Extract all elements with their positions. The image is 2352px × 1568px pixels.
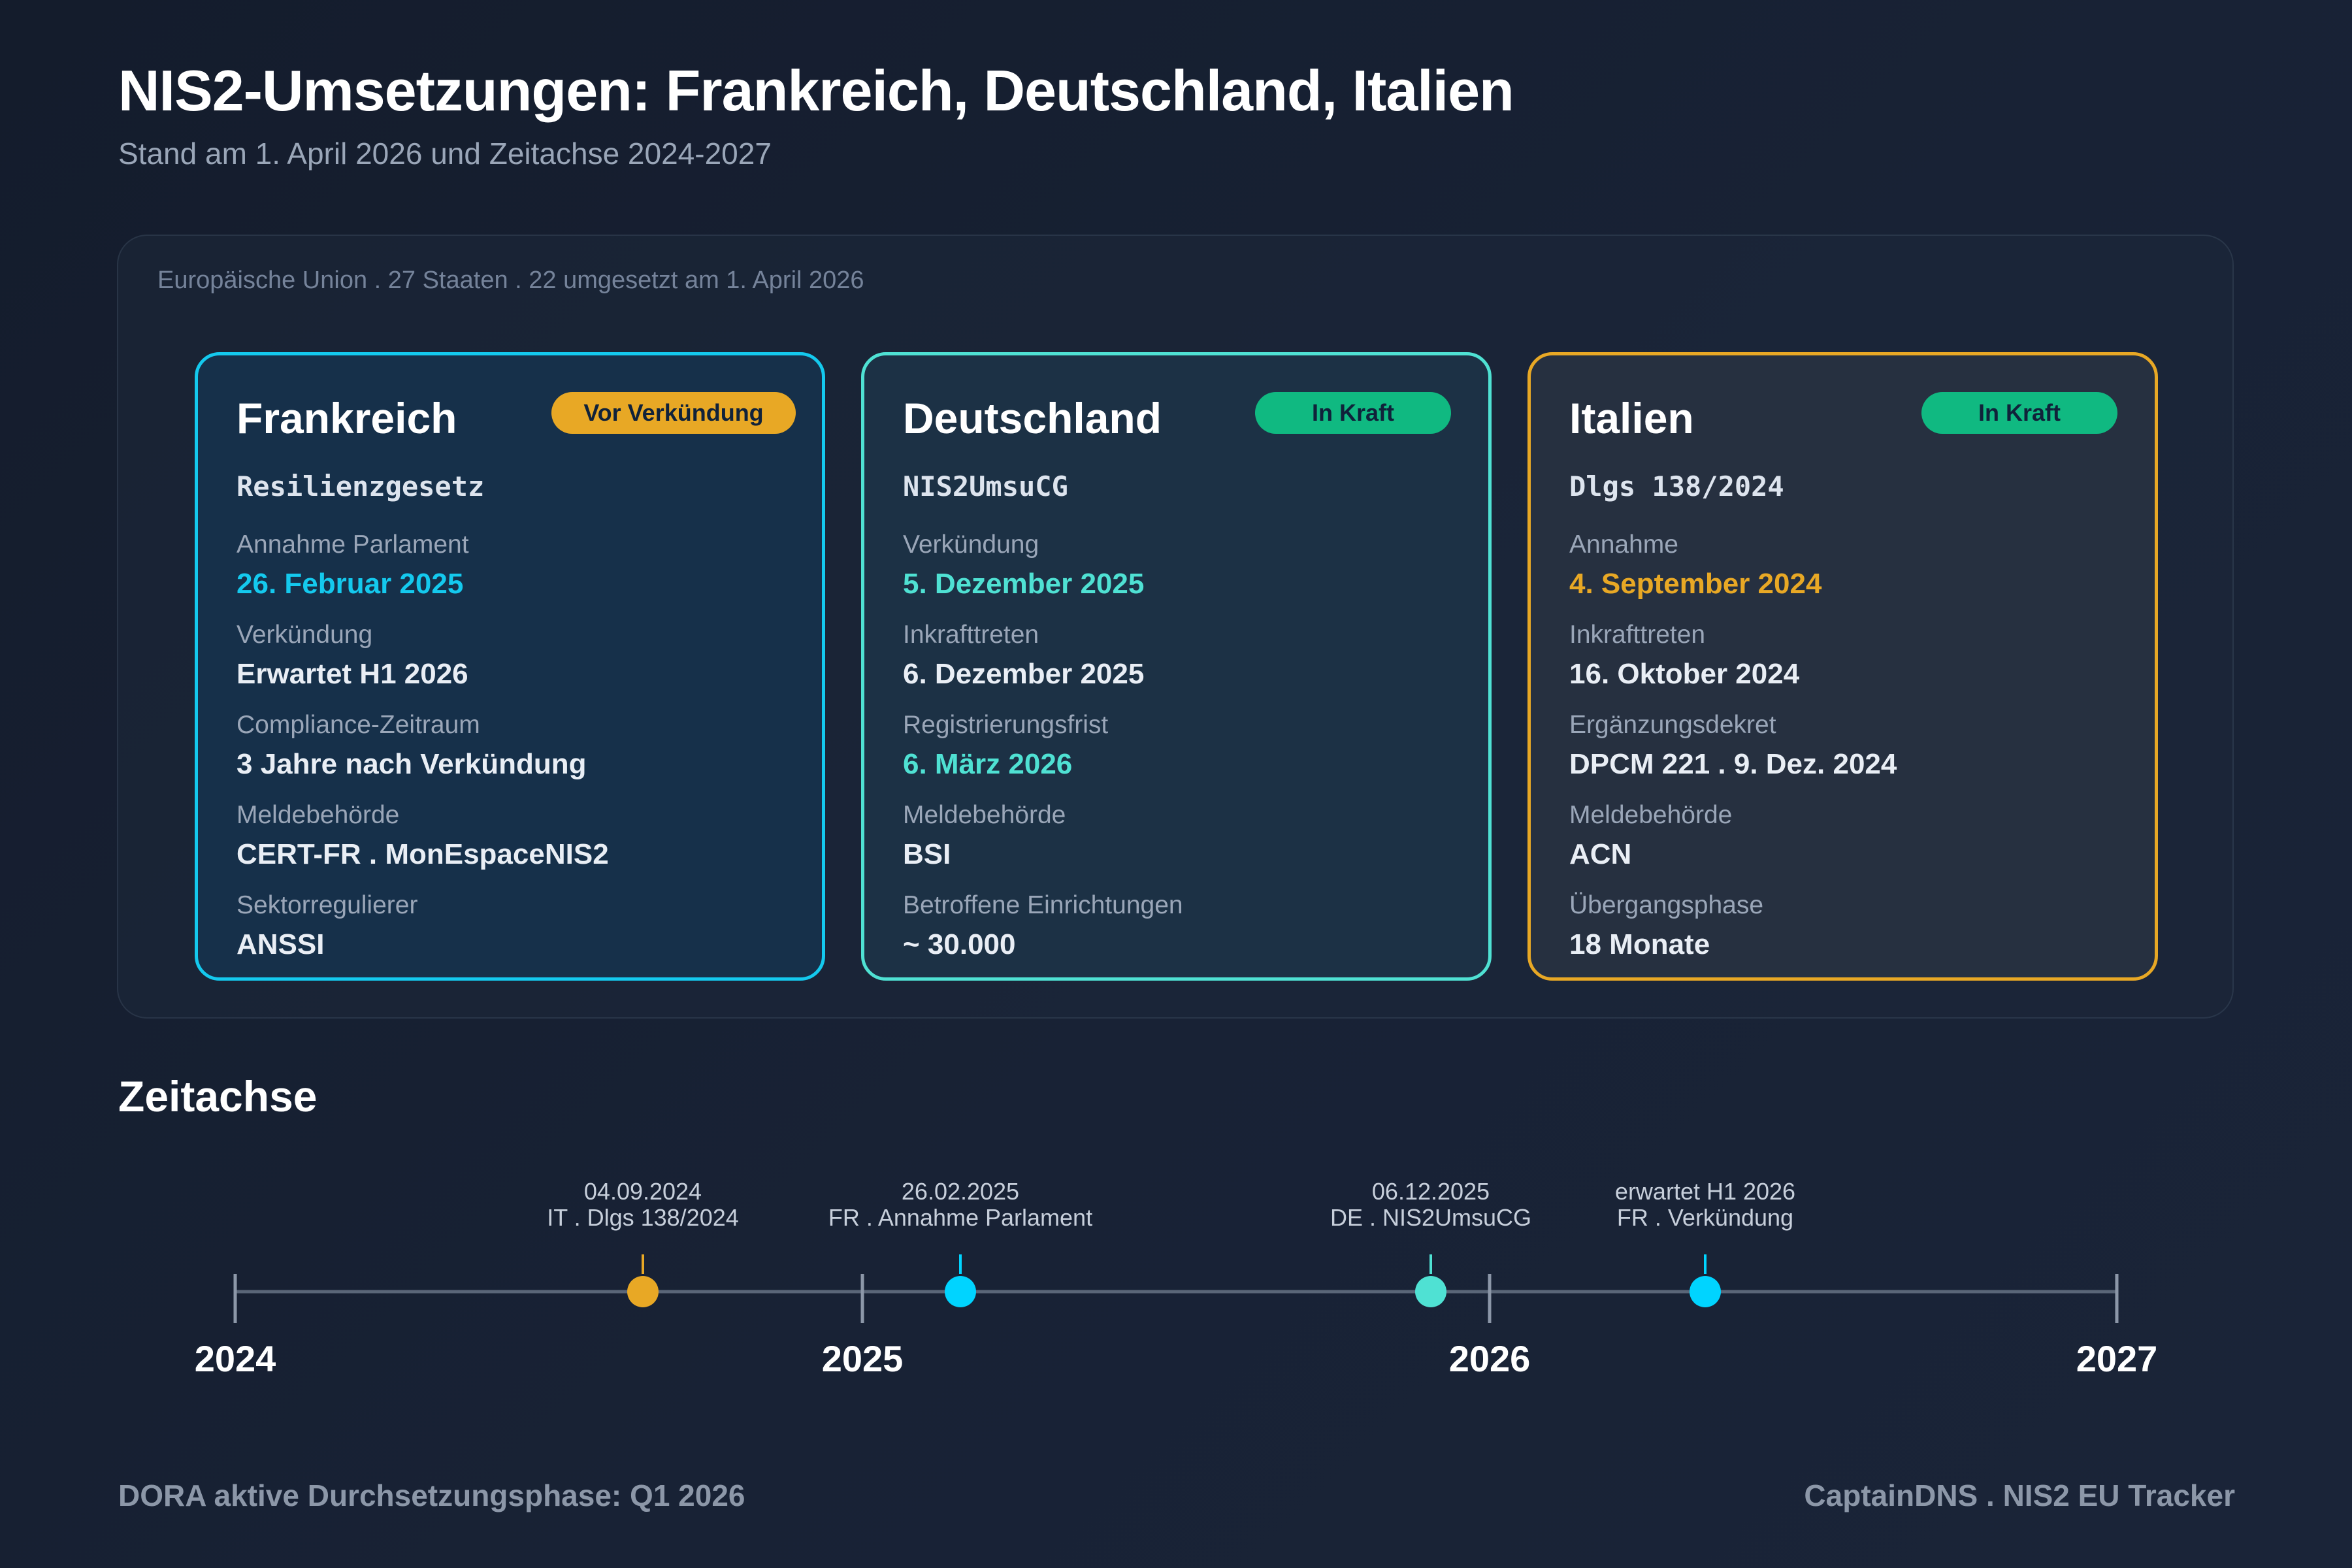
field-label: Übergangsphase: [1569, 891, 1764, 919]
field-label: Compliance-Zeitraum: [237, 711, 480, 739]
field-label: Ergänzungsdekret: [1569, 711, 1776, 739]
field-value: BSI: [903, 838, 951, 870]
event-marker-france-parliament: [945, 1276, 976, 1307]
field-label: Registrierungsfrist: [903, 711, 1109, 739]
field-label: Meldebehörde: [237, 801, 400, 829]
card-title: Deutschland: [903, 394, 1162, 442]
panel-caption: Europäische Union . 27 Staaten . 22 umge…: [157, 267, 864, 294]
field-label: Inkrafttreten: [903, 621, 1039, 649]
footer-credit: CaptainDNS . NIS2 EU Tracker: [1804, 1478, 2235, 1512]
page-title: NIS2-Umsetzungen: Frankreich, Deutschlan…: [118, 58, 1514, 123]
event-date: 06.12.2025: [1371, 1178, 1490, 1205]
field-value: 6. Dezember 2025: [903, 658, 1145, 690]
field-label: Meldebehörde: [1569, 801, 1733, 829]
field-label: Verkündung: [237, 621, 373, 649]
field-label: Meldebehörde: [903, 801, 1066, 829]
law-name: Dlgs 138/2024: [1569, 470, 1784, 502]
law-name: NIS2UmsuCG: [903, 470, 1068, 502]
event-label: erwartet H1 2026 FR . Verkündung: [1535, 1179, 1875, 1231]
event-date: 04.09.2024: [583, 1178, 702, 1205]
card-germany: Deutschland In Kraft NIS2UmsuCG Verkündu…: [861, 352, 1492, 981]
event-description: IT . Dlgs 138/2024: [547, 1204, 739, 1231]
event-description: DE . NIS2UmsuCG: [1330, 1204, 1532, 1231]
event-description: FR . Annahme Parlament: [828, 1204, 1093, 1231]
field-value: DPCM 221 . 9. Dez. 2024: [1569, 748, 1897, 780]
year-label: 2024: [194, 1338, 276, 1379]
year-label: 2025: [821, 1338, 904, 1379]
card-title: Frankreich: [237, 394, 457, 442]
event-marker-france-promulgation: [1690, 1276, 1721, 1307]
footer-note: DORA aktive Durchsetzungsphase: Q1 2026: [118, 1478, 745, 1512]
card-france: Frankreich Vor Verkündung Resilienzgeset…: [195, 352, 825, 981]
field-value: 26. Februar 2025: [237, 568, 464, 600]
field-label: Sektorregulierer: [237, 891, 418, 919]
field-label: Inkrafttreten: [1569, 621, 1706, 649]
event-label: 04.09.2024 IT . Dlgs 138/2024: [473, 1179, 813, 1231]
law-name: Resilienzgesetz: [237, 470, 485, 502]
event-date: 26.02.2025: [901, 1178, 1020, 1205]
field-value: Erwartet H1 2026: [237, 658, 468, 690]
card-italy: Italien In Kraft Dlgs 138/2024 Annahme 4…: [1527, 352, 2158, 981]
event-marker-germany: [1415, 1276, 1446, 1307]
field-value: 3 Jahre nach Verkündung: [237, 748, 587, 780]
field-value: 4. September 2024: [1569, 568, 1822, 600]
field-label: Annahme: [1569, 531, 1678, 559]
page-subtitle: Stand am 1. April 2026 und Zeitachse 202…: [118, 137, 772, 171]
field-label: Betroffene Einrichtungen: [903, 891, 1183, 919]
field-label: Verkündung: [903, 531, 1039, 559]
field-value: 16. Oktober 2024: [1569, 658, 1800, 690]
event-label: 26.02.2025 FR . Annahme Parlament: [791, 1179, 1130, 1231]
timeline-title: Zeitachse: [118, 1072, 318, 1120]
event-date: erwartet H1 2026: [1614, 1178, 1796, 1205]
event-label: 06.12.2025 DE . NIS2UmsuCG: [1261, 1179, 1601, 1231]
field-value: ~ 30.000: [903, 928, 1016, 960]
field-value: 5. Dezember 2025: [903, 568, 1145, 600]
event-marker-italy: [627, 1276, 659, 1307]
status-badge: Vor Verkündung: [551, 392, 796, 434]
field-label: Annahme Parlament: [237, 531, 469, 559]
year-label: 2026: [1448, 1338, 1531, 1379]
field-value: ACN: [1569, 838, 1632, 870]
year-label: 2027: [2076, 1338, 2158, 1379]
field-value: CERT-FR . MonEspaceNIS2: [237, 838, 609, 870]
status-badge: In Kraft: [1921, 392, 2117, 434]
status-badge: In Kraft: [1255, 392, 1451, 434]
card-title: Italien: [1569, 394, 1694, 442]
field-value: 6. März 2026: [903, 748, 1073, 780]
field-value: 18 Monate: [1569, 928, 1710, 960]
field-value: ANSSI: [237, 928, 325, 960]
event-description: FR . Verkündung: [1616, 1204, 1794, 1231]
